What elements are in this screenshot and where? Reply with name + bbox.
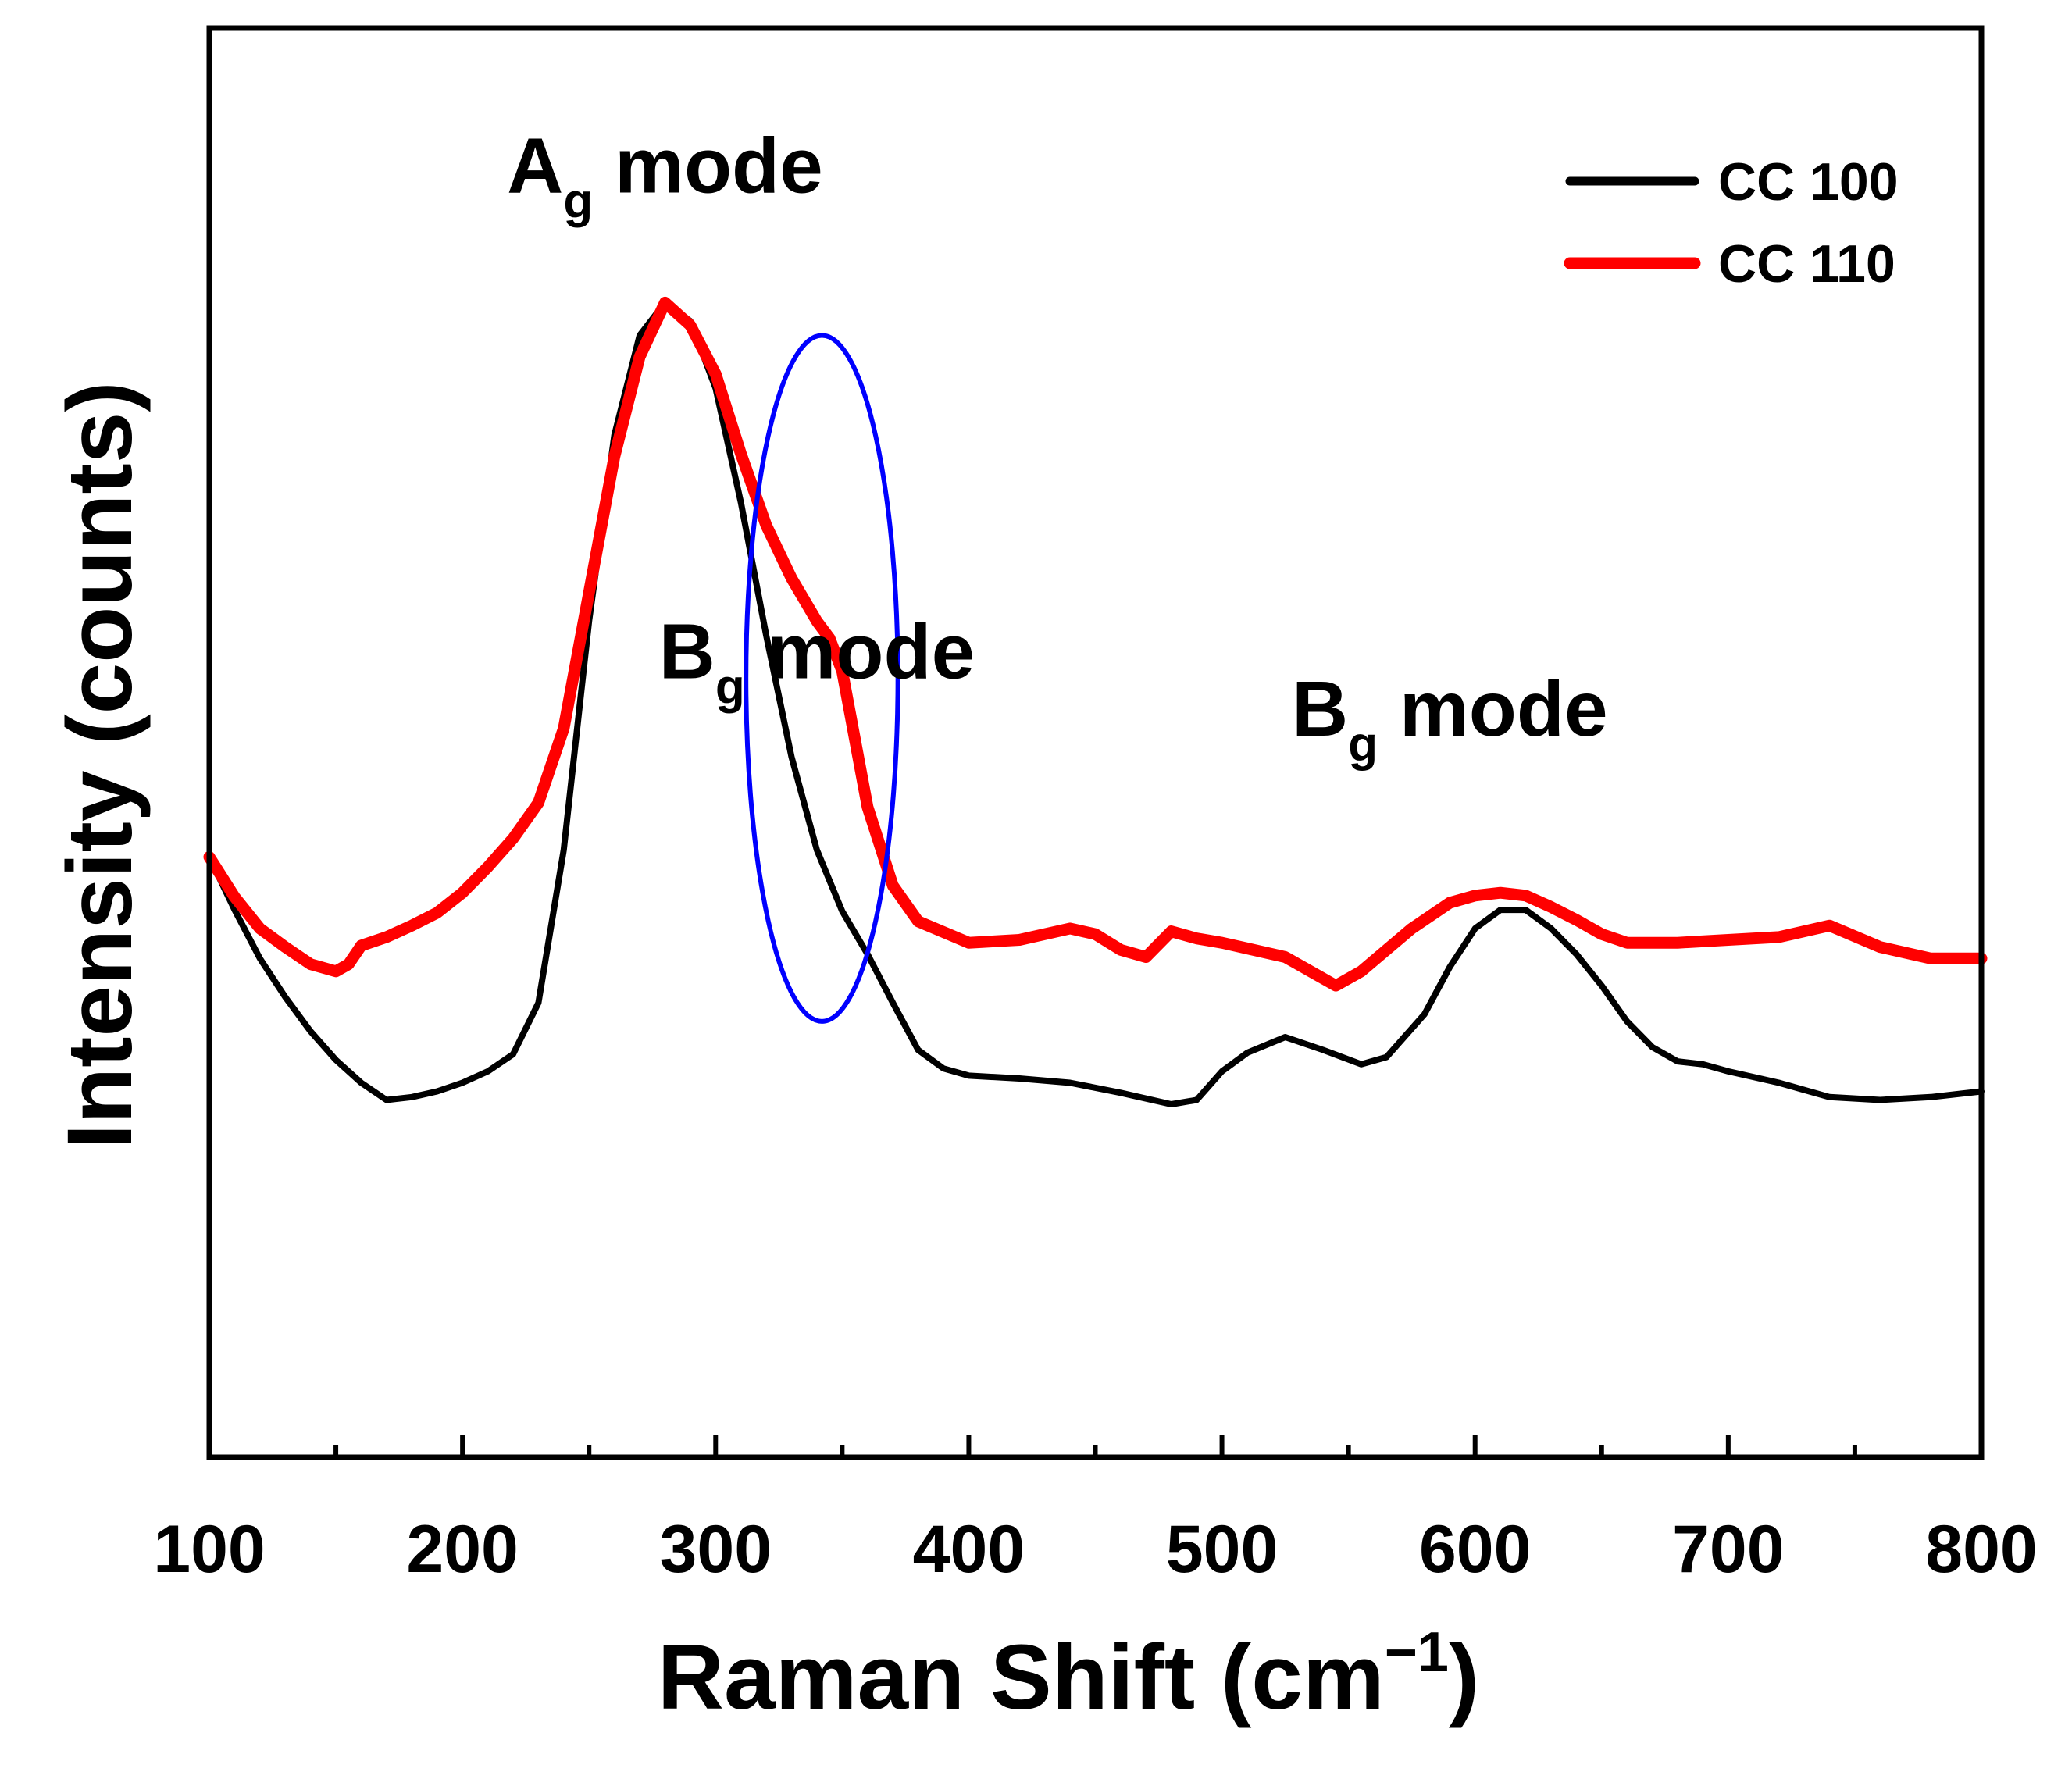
plot-area xyxy=(203,296,1988,1107)
x-tick-label: 500 xyxy=(1166,1512,1279,1587)
peak-annotation: Ag mode xyxy=(507,122,823,228)
annotations: Ag mode Bg mode Bg mode xyxy=(507,122,1607,771)
peak-annotation: Bg mode xyxy=(1292,665,1608,772)
highlight-ellipse xyxy=(744,333,900,1024)
x-tick-label: 800 xyxy=(1925,1512,2038,1587)
legend: CC 100 CC 110 xyxy=(1564,152,1899,294)
legend-label-cc-100: CC 100 xyxy=(1718,152,1899,212)
x-axis-label-close: ) xyxy=(1449,1626,1479,1729)
x-tick-label: 700 xyxy=(1672,1512,1785,1587)
y-axis-label: Intensity (counts) xyxy=(48,381,152,1149)
x-axis-ticks: 100 200 300 400 500 600 700 800 xyxy=(153,1435,2038,1587)
x-axis-label-superscript: −1 xyxy=(1385,1621,1449,1684)
x-tick-label: 600 xyxy=(1419,1512,1532,1587)
x-tick-label: 300 xyxy=(660,1512,772,1587)
x-axis-label-main: Raman Shift (cm xyxy=(658,1626,1385,1729)
x-tick-label: 100 xyxy=(153,1512,266,1587)
x-tick-label: 200 xyxy=(406,1512,519,1587)
x-axis-label: Raman Shift (cm−1) xyxy=(658,1621,1479,1729)
peak-annotation: Bg mode xyxy=(659,608,975,715)
x-tick-label: 400 xyxy=(913,1512,1025,1587)
series-line-cc-110 xyxy=(203,296,1988,992)
legend-label-cc-110: CC 110 xyxy=(1718,234,1895,294)
series-line-cc-100 xyxy=(206,299,1985,1107)
plot-frame xyxy=(206,25,1985,1460)
